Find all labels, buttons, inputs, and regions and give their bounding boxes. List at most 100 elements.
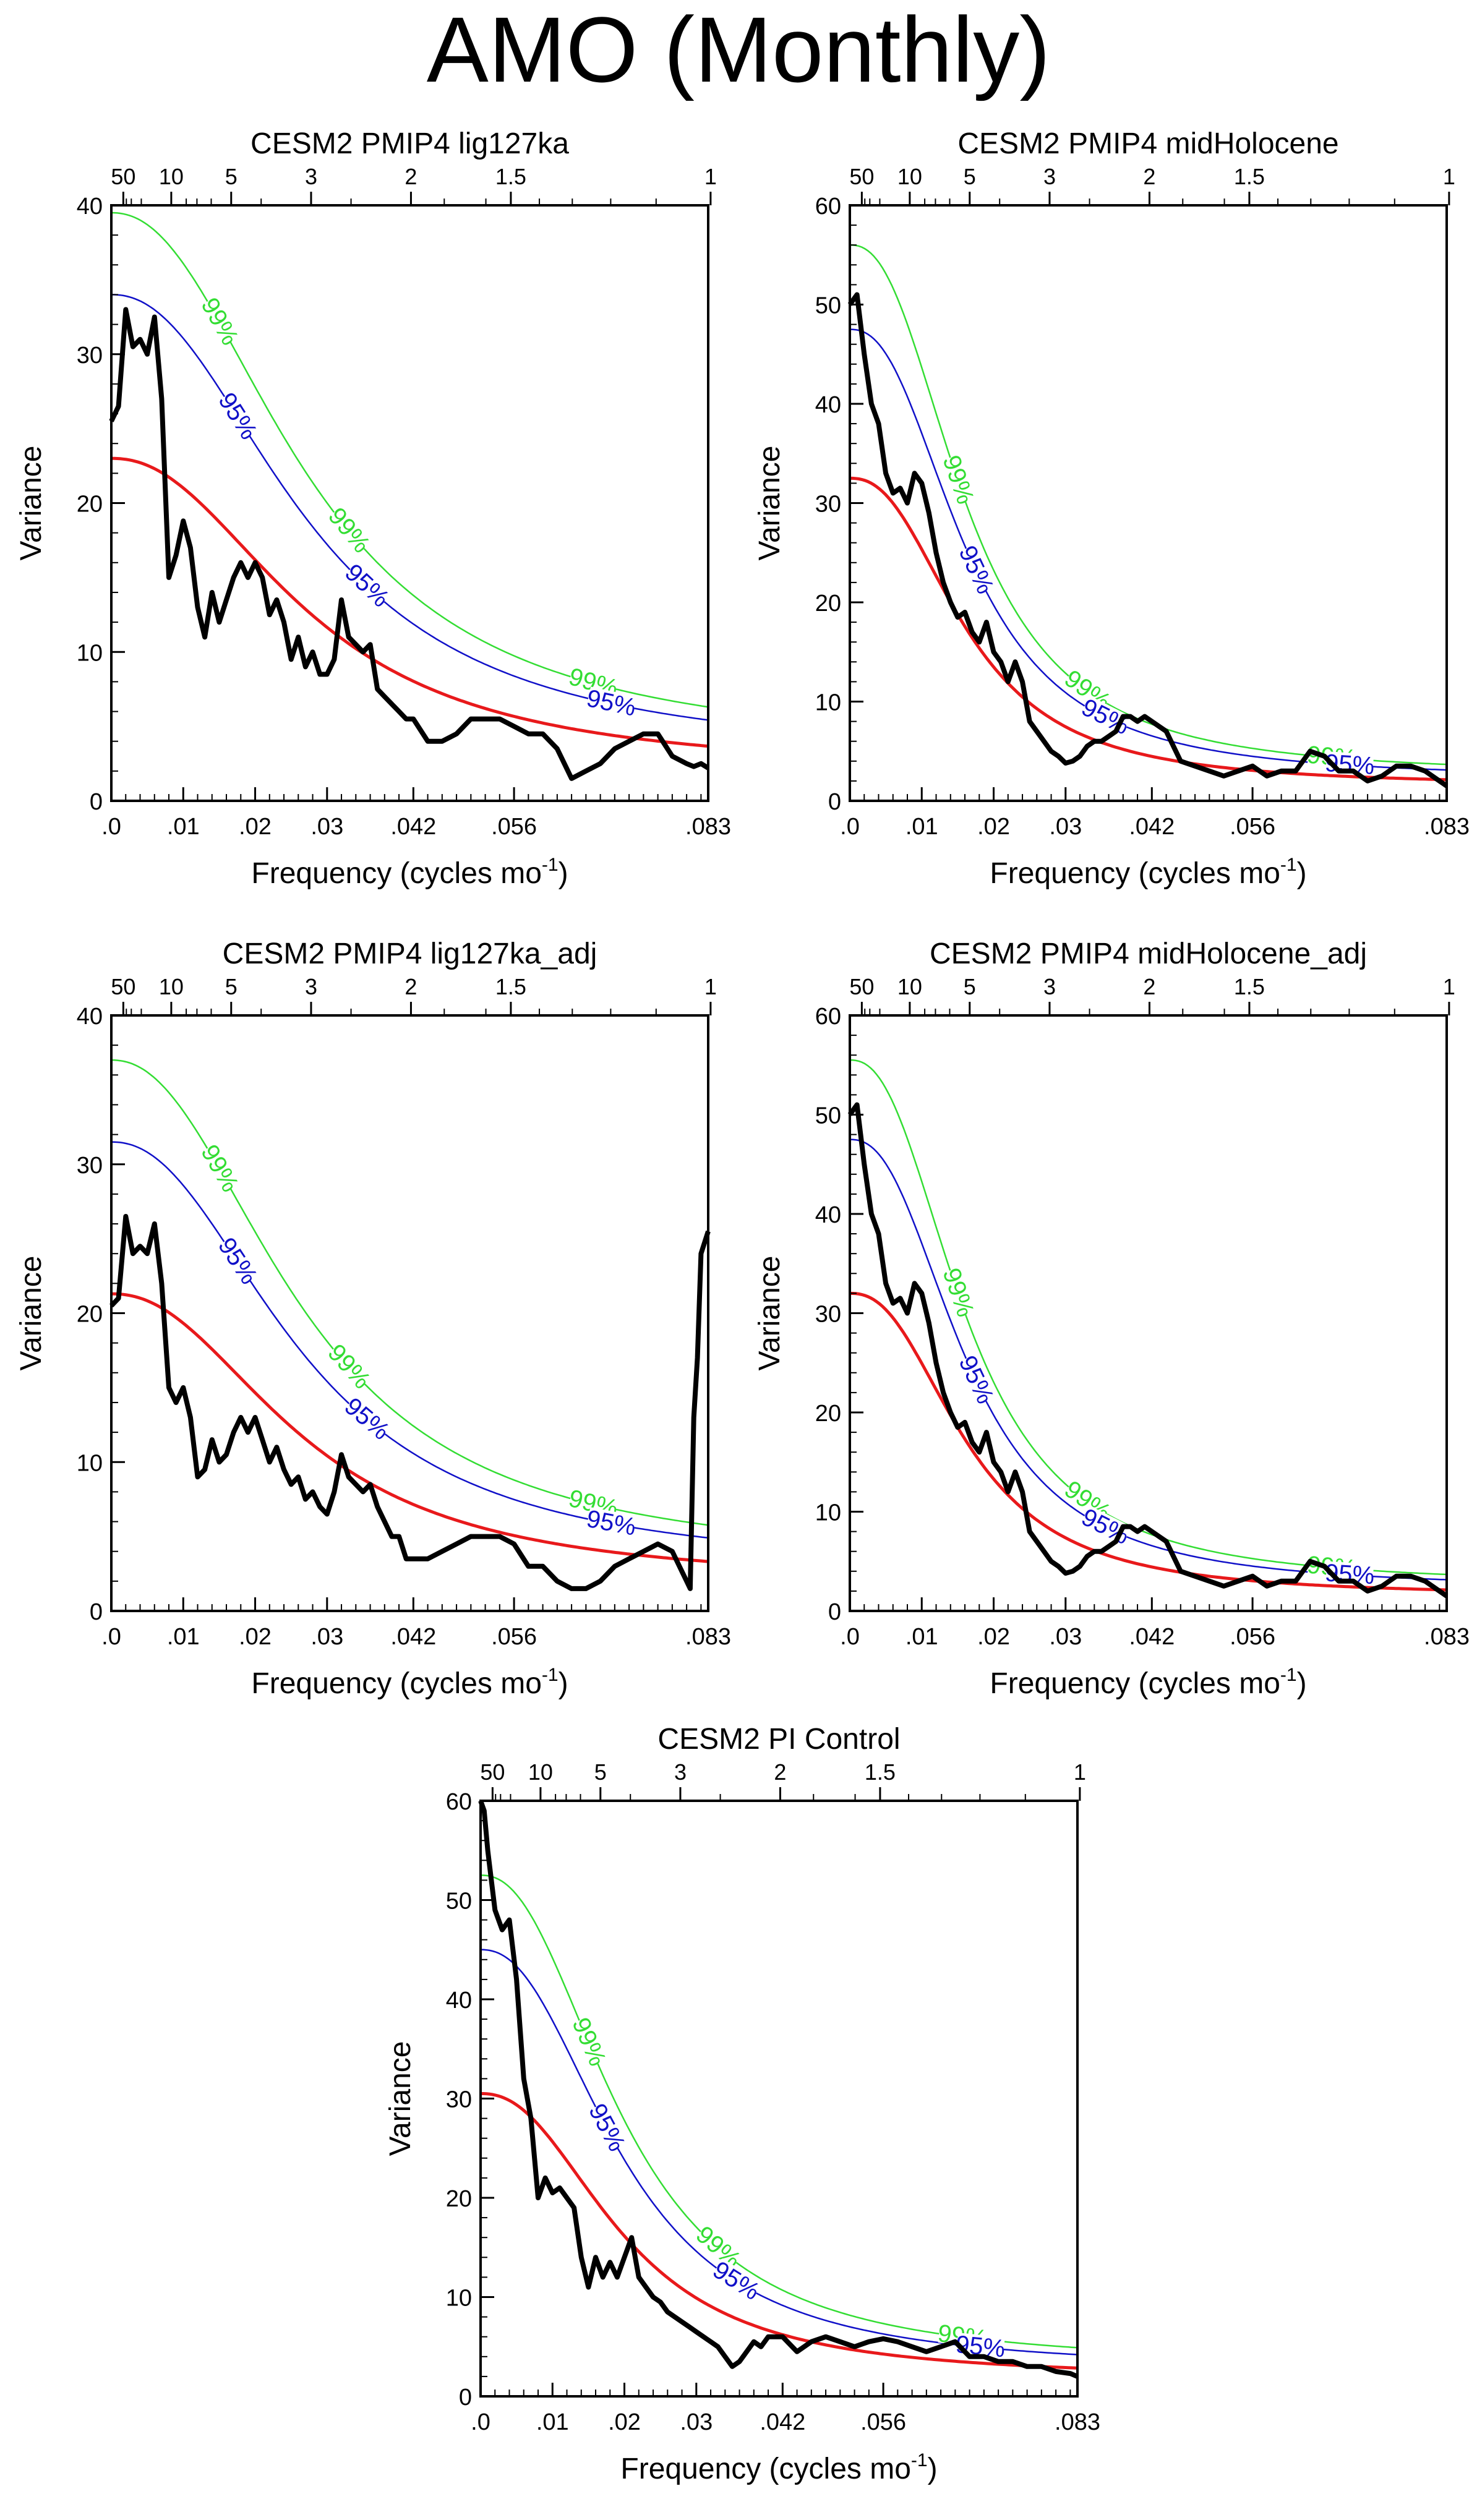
top-tick-label: 1 (1443, 164, 1455, 189)
ci99-curve (111, 211, 709, 708)
ci99-curve (849, 1059, 1447, 1576)
x-tick-label: .056 (491, 1624, 537, 1650)
x-tick-label: .01 (167, 1624, 200, 1650)
y-axis-label: Variance (753, 1256, 786, 1371)
y-tick-label: 10 (77, 1450, 103, 1476)
x-tick-label: .042 (1129, 814, 1175, 840)
top-tick-label: 1 (704, 974, 717, 999)
x-tick-label: .01 (905, 1624, 938, 1650)
top-tick-label: 3 (305, 974, 317, 999)
panel-midholocene-adj: CESM2 PMIP4 midHolocene_adj99%99%99%95%9… (753, 938, 1470, 1700)
y-tick-label: 30 (815, 492, 841, 518)
x-tick-label: .042 (390, 1624, 436, 1650)
x-tick-label: .042 (760, 2409, 805, 2435)
ci95-label-mask (588, 2101, 629, 2153)
panel-lig127ka: CESM2 PMIP4 lig127ka99%99%99%95%95%95%01… (15, 127, 731, 890)
x-tick-label: .02 (239, 1624, 272, 1650)
y-tick-label: 20 (815, 1401, 841, 1427)
spectrum-line (847, 292, 1449, 788)
spectrum-line (109, 307, 710, 781)
x-axis-label-close: ) (559, 1667, 568, 1700)
chart-title: CESM2 PMIP4 lig127ka_adj (223, 938, 597, 970)
ci99-label-mask (941, 453, 977, 505)
top-tick-label: 2 (405, 974, 417, 999)
x-tick-label: .03 (680, 2409, 713, 2435)
ci95-label-mask (957, 543, 997, 596)
ci99-label-mask (1063, 667, 1114, 712)
y-tick-label: 10 (815, 690, 841, 716)
ci99-label: 99% (195, 293, 244, 349)
x-tick-label: .03 (1049, 1624, 1082, 1650)
y-tick-label: 30 (77, 1153, 103, 1179)
top-tick-label: 50 (111, 974, 135, 999)
x-tick-label: .083 (1055, 2409, 1100, 2435)
top-tick-label: 50 (111, 164, 135, 189)
y-tick-label: 60 (815, 1004, 841, 1030)
main-title: AMO (Monthly) (426, 0, 1051, 101)
ci99-curve (480, 1874, 1078, 2349)
spectrum-line (847, 1102, 1449, 1599)
y-tick-label: 50 (815, 1103, 841, 1129)
y-tick-label: 10 (77, 640, 103, 666)
top-tick-label: 2 (405, 164, 417, 189)
y-tick-label: 30 (77, 343, 103, 369)
y-axis-label: Variance (753, 446, 786, 561)
x-tick-label: .03 (1049, 814, 1082, 840)
top-tick-label: 10 (159, 974, 184, 999)
ci95-label-mask (217, 390, 260, 441)
x-axis-label: Frequency (cycles mo-1) (620, 2450, 937, 2485)
ci99-label-mask (327, 505, 374, 555)
chart-title: CESM2 PMIP4 lig127ka (250, 127, 569, 160)
ci99-label-mask (941, 1266, 977, 1318)
x-tick-label: .056 (491, 814, 537, 840)
ci99-label-mask (571, 2015, 609, 2067)
panel-pi-control: CESM2 PI Control99%99%99%95%95%95%010203… (384, 1723, 1100, 2485)
x-tick-label: .083 (1424, 814, 1470, 840)
y-axis-label: Variance (15, 1256, 48, 1371)
x-axis-label-close: ) (1297, 857, 1307, 890)
chart-title: CESM2 PMIP4 midHolocene (957, 127, 1338, 160)
top-tick-label: 1 (704, 164, 717, 189)
top-tick-label: 5 (594, 1759, 607, 1785)
red_noise-curve (481, 2092, 1078, 2370)
y-tick-label: 40 (77, 1004, 103, 1030)
x-tick-label: .0 (101, 814, 121, 840)
x-axis-label-sup: -1 (1280, 1665, 1297, 1685)
y-tick-label: 50 (446, 1889, 472, 1915)
panel-lig127ka-adj: CESM2 PMIP4 lig127ka_adj99%99%99%95%95%9… (15, 938, 731, 1700)
ci95-label: 95% (213, 388, 262, 444)
x-axis-label-sup: -1 (542, 1665, 559, 1685)
x-tick-label: .083 (685, 814, 731, 840)
x-tick-label: .056 (1230, 814, 1275, 840)
spectrum-line (478, 1800, 1079, 2379)
ci95-curve (111, 294, 709, 721)
top-tick-label: 10 (897, 164, 922, 189)
x-tick-label: .0 (101, 1624, 121, 1650)
top-tick-label: 1.5 (1234, 974, 1265, 999)
x-tick-label: .042 (1129, 1624, 1175, 1650)
top-tick-label: 10 (159, 164, 184, 189)
top-tick-label: 1 (1074, 1759, 1086, 1785)
ci95-label: 95% (584, 685, 638, 722)
x-tick-label: .01 (905, 814, 938, 840)
x-axis-label: Frequency (cycles mo-1) (990, 1665, 1306, 1700)
ci99-curve (111, 1059, 709, 1526)
panel-midholocene: CESM2 PMIP4 midHolocene99%99%99%95%95%95… (753, 127, 1470, 890)
ci99-label-mask (694, 2223, 744, 2270)
red_noise-curve (111, 1292, 709, 1563)
ci99-label-mask (326, 1341, 374, 1391)
y-tick-label: 40 (815, 1202, 841, 1228)
y-tick-label: 20 (77, 1302, 103, 1328)
y-tick-label: 0 (828, 1599, 841, 1625)
x-tick-label: .0 (840, 1624, 860, 1650)
red_noise-curve (111, 456, 709, 748)
y-tick-label: 30 (815, 1302, 841, 1328)
ci95-label: 95% (584, 1505, 638, 1541)
red_noise-curve (849, 1291, 1447, 1592)
x-axis-label-close: ) (1297, 1667, 1307, 1700)
y-tick-label: 10 (815, 1500, 841, 1526)
x-axis-label-close: ) (928, 2453, 938, 2485)
x-axis-label-close: ) (559, 857, 568, 890)
y-tick-label: 40 (446, 1988, 472, 2014)
top-tick-label: 3 (674, 1759, 687, 1785)
